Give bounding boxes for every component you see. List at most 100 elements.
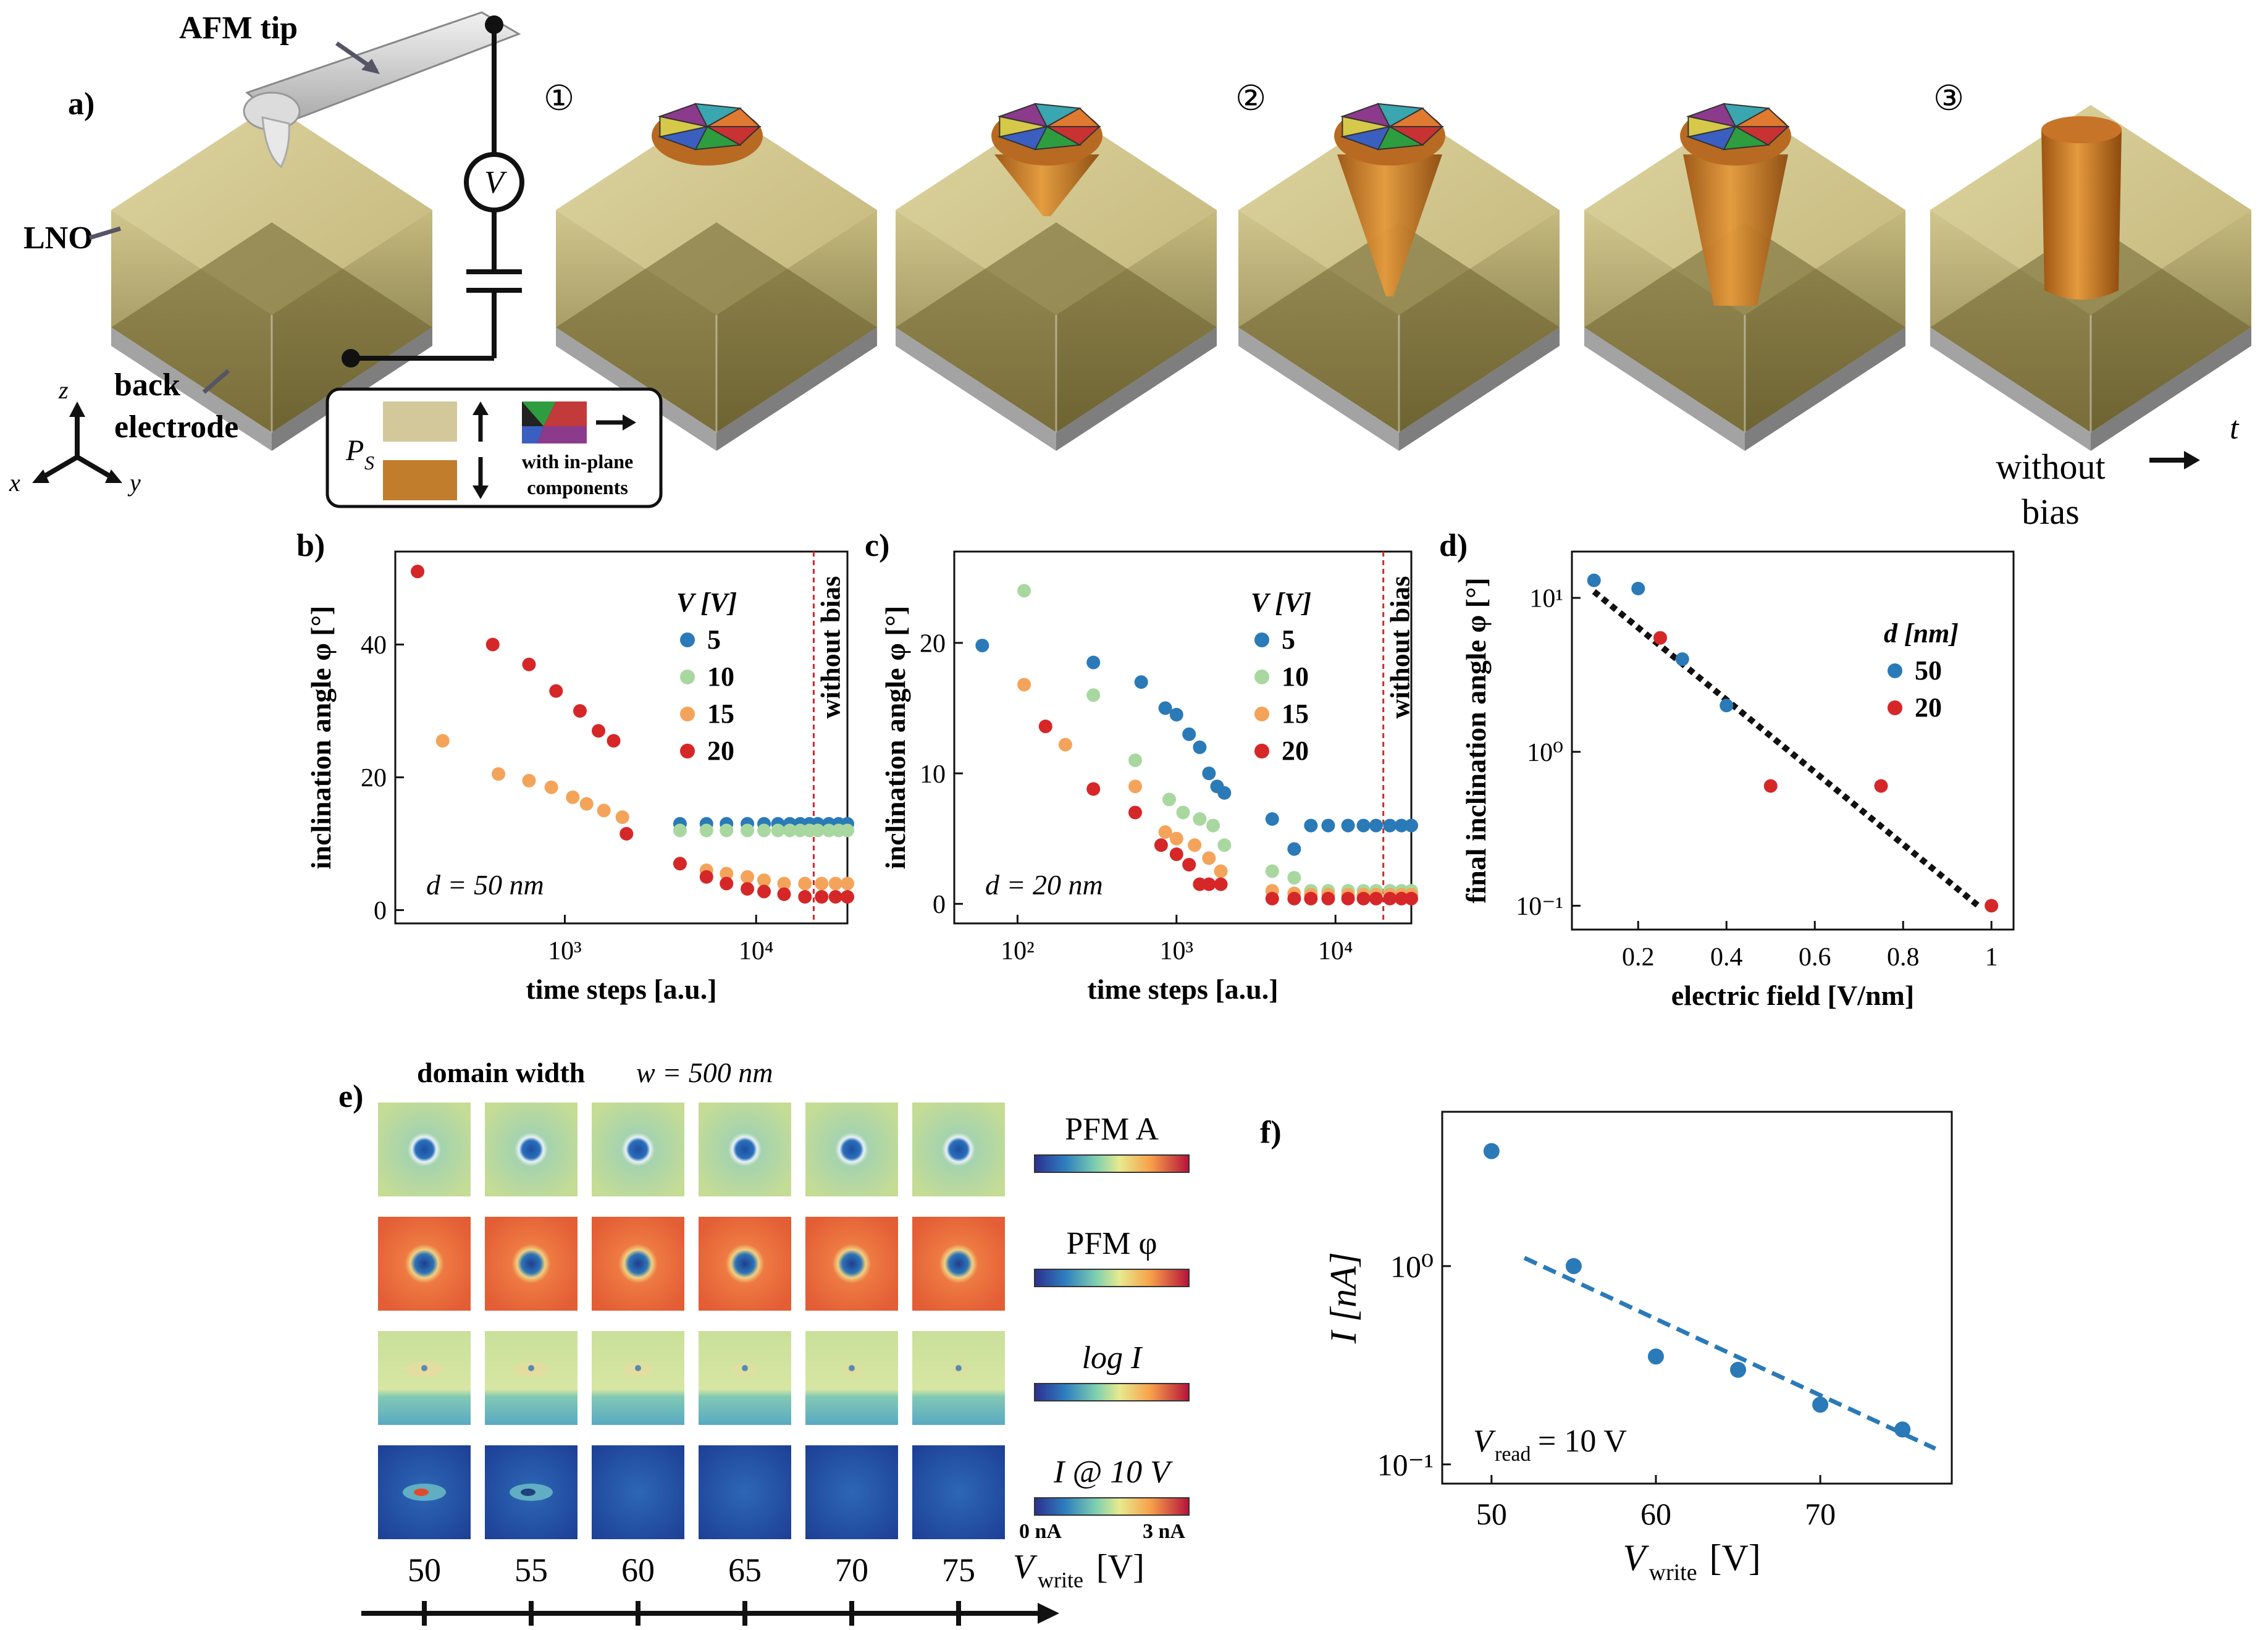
chart-b-point-20	[411, 565, 425, 579]
chart-f-point-I	[1647, 1348, 1664, 1365]
inplane-swatch	[522, 401, 587, 443]
vwrite-label: 75	[942, 1552, 975, 1589]
chart-b-ytick: 0	[374, 897, 387, 925]
inplane-label-2: components	[527, 476, 628, 498]
chart-c-annotation: d = 20 nm	[985, 869, 1103, 901]
vwrite-label: 50	[408, 1552, 441, 1589]
pfm-image-r2-c3	[592, 1217, 684, 1311]
chart-d-legend-entry: 20	[1915, 692, 1942, 723]
chart-c-point-10	[1017, 584, 1031, 598]
axis-y-label: y	[127, 469, 141, 497]
chart-c-point-20	[1395, 891, 1409, 905]
chart-f-ytick: 10⁰	[1390, 1249, 1434, 1283]
colorbar-3: log I	[1034, 1340, 1190, 1401]
pfm-image-r3-c6	[912, 1331, 1005, 1425]
chart-b-legend-entry: 20	[707, 736, 734, 766]
chart-b-point-15	[720, 867, 734, 881]
chart-b-point-10	[821, 823, 836, 838]
chart-b-point-20	[741, 882, 755, 896]
chart-c-point-20	[1265, 891, 1279, 905]
chart-f-ylabel: I [nA]	[1323, 1252, 1364, 1344]
chart-c-point-10	[1287, 871, 1301, 885]
chart-d: d) 0.2 0.4 0.6 0.8 1 10⁻¹ 10⁰ 10¹ electric field …	[1439, 528, 2015, 1011]
chart-f-xtick: 60	[1640, 1497, 1671, 1531]
arrow-up-icon	[472, 401, 489, 415]
chart-f: f) 50 60 70 10⁻¹ 10⁰ V write [V] I [nA] V read = 1…	[1260, 1111, 1953, 1586]
pfm-image-r2-c5	[805, 1217, 898, 1311]
chart-b-bias-label: without bias	[815, 576, 846, 718]
colorbar-label-2: PFM φ	[1066, 1226, 1157, 1261]
panel-a: a) AFM tip LNO back electrode V	[9, 11, 2251, 532]
step-2-marker: ②	[1235, 80, 1266, 118]
pfm-image-r3-c5	[805, 1331, 898, 1425]
panel-label-c: c)	[865, 528, 889, 563]
colorbar-gradient-3	[1034, 1383, 1190, 1401]
vwrite-axis-label: V	[1013, 1548, 1038, 1586]
chart-c-point-20	[1154, 838, 1168, 852]
chart-f-point-I	[1730, 1361, 1747, 1378]
chart-b-point-20	[592, 724, 606, 738]
pfm-image-r4-c2	[485, 1445, 578, 1539]
colorbar-label-1: PFM A	[1065, 1112, 1159, 1147]
chart-b-point-15	[741, 870, 755, 884]
chart-b-point-15	[597, 804, 611, 818]
pfm-image-r4-c5	[805, 1445, 898, 1539]
chart-f-point-I	[1812, 1397, 1829, 1413]
chart-b-legend-marker	[680, 670, 695, 684]
chart-c-point-10	[1217, 838, 1232, 852]
arrow-right-icon	[623, 414, 636, 431]
vwrite-label: 65	[728, 1552, 762, 1589]
chart-c-legend-marker	[1254, 670, 1269, 684]
chart-c-ytick: 20	[920, 630, 946, 658]
chart-b-point-20	[815, 890, 829, 904]
chart-f-point-I	[1565, 1258, 1582, 1274]
chart-c-point-10	[1176, 805, 1190, 820]
up-domain-swatch	[383, 401, 457, 442]
chart-c-point-20	[1369, 891, 1383, 905]
chart-d-legend-title: d [nm]	[1884, 618, 1959, 649]
ps-subscript: S	[364, 452, 374, 474]
colorbar-max: 3 nA	[1143, 1520, 1185, 1543]
chart-c-ytick: 0	[933, 891, 946, 919]
without-bias-label-1: without	[1996, 447, 2105, 487]
pfm-image-r2-c2	[485, 1217, 578, 1311]
colorbar-gradient-1	[1034, 1154, 1190, 1173]
pfm-image-r1-c6	[912, 1103, 1005, 1196]
chart-b-legend-marker	[680, 707, 695, 721]
chart-d-xtick: 1	[1985, 943, 1998, 972]
chart-c-point-15	[1214, 864, 1228, 878]
axis-z-label: z	[58, 376, 69, 404]
ps-symbol: P	[345, 434, 364, 467]
chart-b-point-20	[522, 657, 536, 671]
chart-d-xtick: 0.6	[1799, 943, 1831, 972]
chart-c-point-5	[1321, 818, 1335, 833]
chart-c-legend-entry: 15	[1282, 699, 1309, 729]
time-axis-label: t	[2230, 411, 2240, 446]
colorbar-1: PFM A	[1034, 1112, 1190, 1173]
chart-c-point-5	[1134, 675, 1148, 689]
chart-c-legend-marker	[1254, 744, 1269, 758]
chart-c-point-10	[1265, 864, 1279, 878]
chart-c-point-5	[1287, 842, 1301, 856]
chart-b-point-10	[771, 823, 785, 838]
chart-c-point-15	[1202, 851, 1216, 865]
chart-f-annotation-sub: read	[1495, 1443, 1531, 1466]
panel-e: e) domain width w = 500 nm PFM A PFM φ log…	[338, 1057, 1190, 1626]
chart-b-point-15	[492, 767, 506, 781]
circuit	[351, 23, 524, 361]
chart-b-xtick: 10³	[548, 937, 582, 965]
chart-c-point-20	[1287, 891, 1301, 905]
chart-d-xtick: 0.4	[1710, 943, 1743, 972]
electrode-arrow	[202, 369, 230, 394]
lno-cube-1	[111, 105, 432, 451]
colorbar-gradient-4	[1034, 1497, 1190, 1516]
chart-c-point-10	[1162, 792, 1177, 807]
panel-label-d: d)	[1439, 528, 1468, 563]
chart-c-point-20	[1182, 857, 1196, 872]
chart-d-xlabel: electric field [V/nm]	[1671, 980, 1914, 1011]
lno-cube-3	[896, 103, 1217, 451]
chart-b-point-20	[828, 890, 842, 904]
chart-b-legend-marker	[680, 744, 695, 758]
pfm-image-r1-c4	[699, 1103, 791, 1196]
